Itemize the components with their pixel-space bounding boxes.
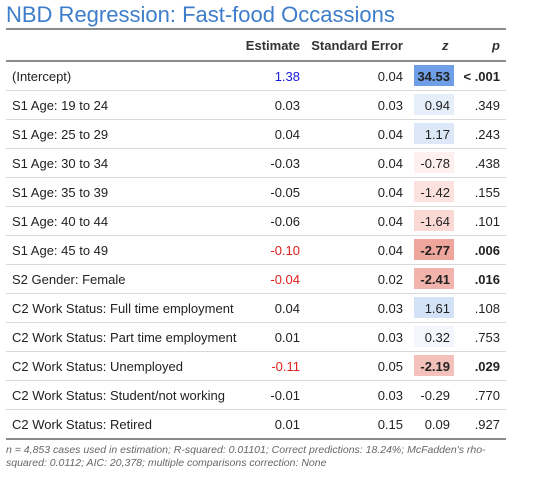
row-p: .108 <box>474 301 500 316</box>
row-label: C2 Work Status: Full time employment <box>12 301 234 316</box>
row-estimate: -0.05 <box>270 185 300 200</box>
row-estimate: 0.04 <box>274 127 300 142</box>
row-estimate: 0.01 <box>274 330 300 345</box>
row-estimate: -0.04 <box>270 272 300 287</box>
table-row: C2 Work Status: Student/not working -0.01… <box>6 381 506 410</box>
row-standard-error: 0.04 <box>377 156 403 171</box>
row-estimate: -0.01 <box>270 388 300 403</box>
table-row: C2 Work Status: Unemployed -0.11 0.05 -2.19… <box>6 352 506 381</box>
row-z: 0.09 <box>414 413 454 434</box>
row-p: .016 <box>474 272 500 287</box>
row-z: -2.41 <box>414 268 454 289</box>
table-row: S1 Age: 40 to 44 -0.06 0.04 -1.64 .101 <box>6 207 506 236</box>
row-p: .006 <box>474 243 500 258</box>
row-standard-error: 0.04 <box>377 243 403 258</box>
row-z: 34.53 <box>414 65 454 86</box>
row-standard-error: 0.03 <box>377 98 403 113</box>
table-row: S2 Gender: Female -0.04 0.02 -2.41 .016 <box>6 265 506 294</box>
row-label: C2 Work Status: Part time employment <box>12 330 237 345</box>
row-z: 1.17 <box>414 123 454 144</box>
row-estimate: 1.38 <box>274 69 300 84</box>
row-p: .770 <box>474 388 500 403</box>
row-standard-error: 0.02 <box>377 272 403 287</box>
row-label: S1 Age: 45 to 49 <box>12 243 109 258</box>
regression-table: Estimate Standard Error z p (Intercept) 1… <box>6 28 506 440</box>
header-p: p <box>492 38 500 53</box>
row-standard-error: 0.03 <box>377 388 403 403</box>
row-label: S1 Age: 35 to 39 <box>12 185 109 200</box>
header-estimate: Estimate <box>245 38 300 53</box>
row-label: C2 Work Status: Student/not working <box>12 388 225 403</box>
table-row: S1 Age: 35 to 39 -0.05 0.04 -1.42 .155 <box>6 178 506 207</box>
row-standard-error: 0.15 <box>377 417 403 432</box>
row-z: -1.64 <box>414 210 454 231</box>
row-standard-error: 0.03 <box>377 330 403 345</box>
table-row: S1 Age: 25 to 29 0.04 0.04 1.17 .243 <box>6 120 506 149</box>
row-p: .029 <box>474 359 500 374</box>
row-standard-error: 0.04 <box>377 127 403 142</box>
row-label: S1 Age: 19 to 24 <box>12 98 109 113</box>
table-row: C2 Work Status: Full time employment 0.04… <box>6 294 506 323</box>
table-body: (Intercept) 1.38 0.04 34.53 < .001 S1 Age: 19… <box>6 62 506 440</box>
row-z: 1.61 <box>414 297 454 318</box>
row-estimate: -0.10 <box>270 243 300 258</box>
row-label: S2 Gender: Female <box>12 272 126 287</box>
row-p: .101 <box>474 214 500 229</box>
row-standard-error: 0.05 <box>377 359 403 374</box>
row-label: S1 Age: 30 to 34 <box>12 156 109 171</box>
row-p: .243 <box>474 127 500 142</box>
table-row: S1 Age: 30 to 34 -0.03 0.04 -0.78 .438 <box>6 149 506 178</box>
row-estimate: -0.06 <box>270 214 300 229</box>
row-z: 0.32 <box>414 326 454 347</box>
row-standard-error: 0.03 <box>377 301 403 316</box>
row-z: -0.78 <box>414 152 454 173</box>
row-estimate: 0.03 <box>274 98 300 113</box>
row-p: .438 <box>474 156 500 171</box>
row-estimate: 0.01 <box>274 417 300 432</box>
header-standard-error: Standard Error <box>311 38 403 53</box>
row-estimate: 0.04 <box>274 301 300 316</box>
row-z: -1.42 <box>414 181 454 202</box>
row-standard-error: 0.04 <box>377 69 403 84</box>
row-label: C2 Work Status: Unemployed <box>12 359 183 374</box>
row-label: S1 Age: 25 to 29 <box>12 127 109 142</box>
row-label: (Intercept) <box>12 69 72 84</box>
footnote: n = 4,853 cases used in estimation; R-sq… <box>6 444 486 469</box>
table-row: S1 Age: 45 to 49 -0.10 0.04 -2.77 .006 <box>6 236 506 265</box>
row-p: .349 <box>474 98 500 113</box>
header-z: z <box>442 38 449 53</box>
row-p: .927 <box>474 417 500 432</box>
table-row: S1 Age: 19 to 24 0.03 0.03 0.94 .349 <box>6 91 506 120</box>
row-standard-error: 0.04 <box>377 214 403 229</box>
table-title: NBD Regression: Fast-food Occassions <box>6 2 395 27</box>
row-label: S1 Age: 40 to 44 <box>12 214 109 229</box>
row-standard-error: 0.04 <box>377 185 403 200</box>
row-z: -2.77 <box>414 239 454 260</box>
table-row: C2 Work Status: Retired 0.01 0.15 0.09 .927 <box>6 410 506 440</box>
row-z: -2.19 <box>414 355 454 376</box>
row-label: C2 Work Status: Retired <box>12 417 152 432</box>
table-header: Estimate Standard Error z p <box>6 30 506 62</box>
row-p: .753 <box>474 330 500 345</box>
row-estimate: -0.11 <box>271 359 300 374</box>
table-row: C2 Work Status: Part time employment 0.01… <box>6 323 506 352</box>
row-estimate: -0.03 <box>270 156 300 171</box>
row-p: < .001 <box>463 69 500 84</box>
row-z: -0.29 <box>414 384 454 405</box>
table-row: (Intercept) 1.38 0.04 34.53 < .001 <box>6 62 506 91</box>
row-z: 0.94 <box>414 94 454 115</box>
row-p: .155 <box>474 185 500 200</box>
